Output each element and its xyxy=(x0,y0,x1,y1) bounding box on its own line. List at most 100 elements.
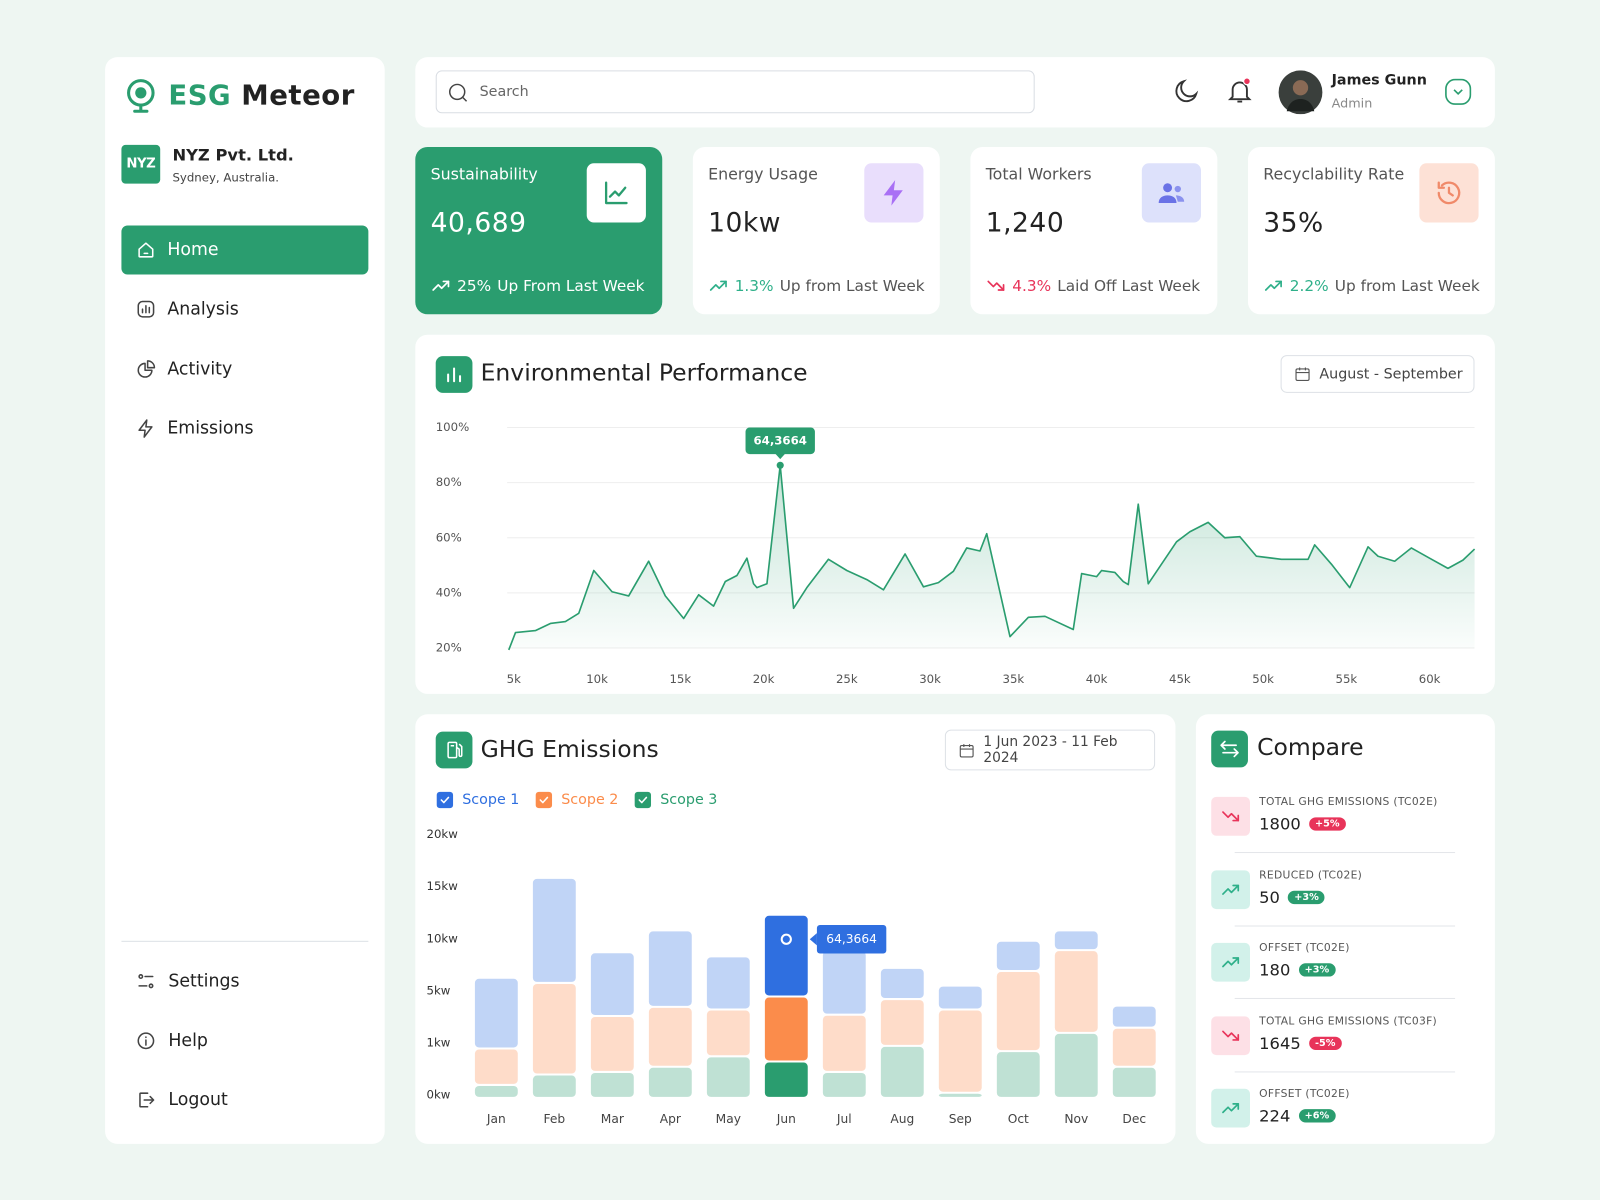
icon-part xyxy=(1292,80,1309,96)
icon-part xyxy=(1445,78,1472,105)
compare-icon xyxy=(1211,942,1250,982)
stat-icon xyxy=(586,163,646,223)
icon-part xyxy=(148,983,154,989)
icon-part xyxy=(883,180,903,206)
icon-part xyxy=(1222,811,1240,822)
icon-part xyxy=(1295,368,1310,382)
date-picker[interactable]: August - September xyxy=(1280,355,1475,393)
search-placeholder: Search xyxy=(479,83,529,100)
icon-part xyxy=(709,280,727,291)
sidebar: ESG Meteor NYZ NYZ Pvt. Ltd. Sydney, Aus… xyxy=(105,57,385,1144)
icon-part xyxy=(1222,884,1240,895)
company-name: NYZ Pvt. Ltd. xyxy=(172,145,294,165)
compare-icon xyxy=(1211,730,1248,768)
icon-part xyxy=(146,359,156,369)
legend-checkbox xyxy=(535,791,553,809)
stat-change: 4.3% xyxy=(1012,276,1052,295)
footer-nav-item[interactable]: Logout xyxy=(121,1076,368,1125)
icon-part xyxy=(1222,1103,1240,1114)
user-menu[interactable] xyxy=(1445,78,1472,106)
icon-part xyxy=(1220,740,1239,758)
icon-part xyxy=(883,180,903,206)
icon-part xyxy=(440,796,450,804)
nav-item[interactable]: Home xyxy=(121,225,369,275)
stat-change: 2.2% xyxy=(1289,276,1329,295)
icon-part xyxy=(1264,280,1282,291)
compare-icon xyxy=(1211,796,1250,836)
env-card: Environmental Performance August - Septe… xyxy=(415,334,1495,694)
nav-label: Logout xyxy=(168,1089,228,1111)
icon-part xyxy=(997,284,1005,291)
icon-part xyxy=(1447,186,1454,197)
notifications[interactable] xyxy=(1226,77,1255,106)
compare-value-row: 1800 +5% xyxy=(1259,814,1346,834)
compare-label: TOTAL GHG EMISSIONS (TC03F) xyxy=(1259,1014,1438,1028)
footer-nav-item[interactable]: Settings xyxy=(121,957,368,1006)
icon-part xyxy=(440,796,450,804)
stat-value: 40,689 xyxy=(430,208,527,239)
icon-part xyxy=(447,367,462,383)
theme-toggle[interactable] xyxy=(1172,77,1201,106)
avatar[interactable] xyxy=(1278,70,1323,115)
search-box[interactable]: Search xyxy=(435,70,1035,114)
icon-part xyxy=(987,280,1005,291)
compare-value-row: 180 +3% xyxy=(1259,960,1336,980)
compare-label: REDUCED (TC02E) xyxy=(1259,868,1363,882)
nav-label: Home xyxy=(167,239,219,261)
icon-part xyxy=(462,97,468,102)
icon-part xyxy=(432,280,450,291)
stat-icon xyxy=(1419,163,1479,223)
icon-part xyxy=(1227,81,1252,101)
nav-item[interactable]: Analysis xyxy=(121,285,368,334)
date-range: 1 Jun 2023 - 11 Feb 2024 xyxy=(983,733,1118,767)
brand-accent: ESG xyxy=(168,80,232,112)
icon-part xyxy=(638,796,648,804)
calendar-icon xyxy=(959,743,974,757)
icon-part xyxy=(608,186,627,198)
compare-value: 50 xyxy=(1259,887,1280,907)
icon-part xyxy=(1232,814,1240,822)
date-range: August - September xyxy=(1319,365,1463,383)
stat-value: 35% xyxy=(1263,208,1324,239)
icon-part xyxy=(709,280,727,291)
ghg-icon-glyph xyxy=(447,741,463,759)
icon-part xyxy=(1222,957,1240,968)
icon-part xyxy=(1232,1033,1240,1041)
legend-item[interactable]: Scope 1 xyxy=(436,791,519,809)
calendar-icon xyxy=(1295,367,1310,382)
stat-value: 10kw xyxy=(708,208,782,239)
icon-part xyxy=(137,1032,155,1050)
nav-item[interactable]: Emissions xyxy=(121,404,368,453)
stat-change: 1.3% xyxy=(734,276,774,295)
icon-part xyxy=(1275,280,1282,288)
compare-icon xyxy=(1211,1015,1250,1055)
icon-part xyxy=(138,242,154,258)
icon-part xyxy=(138,974,154,989)
stat-card: Total Workers 1,240 4.3% Laid Off Last Week xyxy=(970,146,1218,315)
nav-item[interactable]: Activity xyxy=(121,344,368,393)
stat-icon xyxy=(1141,163,1202,223)
legend-checkbox xyxy=(634,791,652,809)
legend-item[interactable]: Scope 3 xyxy=(634,791,717,809)
icon-part xyxy=(604,181,628,205)
icon-part xyxy=(987,280,1005,291)
icon-part xyxy=(137,301,155,318)
date-picker[interactable]: 1 Jun 2023 - 11 Feb 2024 xyxy=(944,729,1156,771)
trend-icon xyxy=(431,276,451,296)
compare-value: 1800 xyxy=(1259,814,1301,834)
icon-part xyxy=(138,974,144,979)
stat-title: Recyclability Rate xyxy=(1263,165,1405,184)
icon-part xyxy=(1175,195,1185,202)
icon-part xyxy=(1174,185,1181,193)
compare-value-row: 1645 -5% xyxy=(1259,1033,1342,1053)
legend-item[interactable]: Scope 2 xyxy=(535,791,618,809)
divider xyxy=(1234,924,1456,927)
icon-part xyxy=(1232,957,1240,964)
stat-change-row: 2.2% Up from Last Week xyxy=(1263,276,1480,296)
footer-nav-item[interactable]: Help xyxy=(121,1016,368,1065)
icon-part xyxy=(1437,181,1461,205)
trend-icon xyxy=(1263,276,1283,296)
compare-icon-glyph xyxy=(1220,740,1239,758)
stat-change-row: 1.3% Up from Last Week xyxy=(708,276,925,296)
